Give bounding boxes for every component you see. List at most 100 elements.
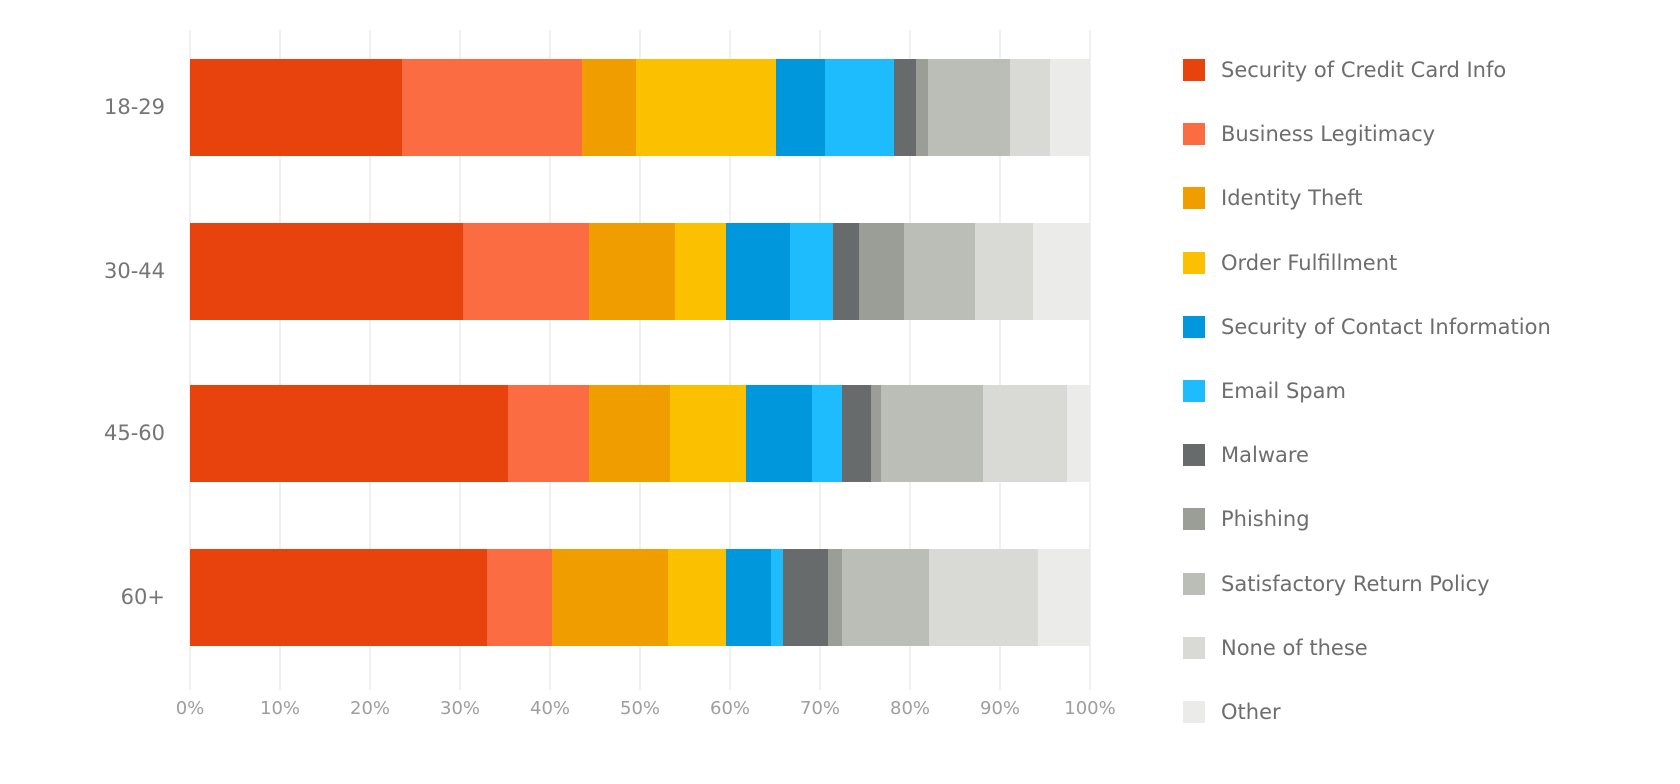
gridline [189, 30, 191, 690]
legend-label: Business Legitimacy [1221, 122, 1436, 147]
x-tick-label: 70% [799, 698, 841, 719]
bar-segment[interactable] [462, 223, 589, 320]
bar-segment[interactable] [675, 223, 727, 320]
bar-segment[interactable] [842, 385, 872, 482]
bar-segment[interactable] [790, 223, 833, 320]
legend-label: Satisfactory Return Policy [1221, 571, 1490, 596]
bar-segment[interactable] [726, 223, 791, 320]
bar-segment[interactable] [190, 223, 463, 320]
category-label: 45-60 [103, 421, 165, 445]
bar-segment[interactable] [1050, 59, 1090, 156]
bar-row-30-44 [190, 223, 1090, 320]
gridline [459, 30, 461, 690]
legend-item-security-of-credit-card-info[interactable]: Security of Credit Card Info [1183, 38, 1551, 102]
legend-label: None of these [1221, 635, 1368, 660]
legend-label: Email Spam [1221, 379, 1346, 404]
x-tick-label: 40% [529, 698, 571, 719]
bar-segment[interactable] [903, 223, 975, 320]
legend-item-security-of-contact-information[interactable]: Security of Contact Information [1183, 295, 1551, 359]
bar-segment[interactable] [974, 223, 1034, 320]
bar-segment[interactable] [401, 59, 582, 156]
x-tick-label: 50% [619, 698, 661, 719]
bar-segment[interactable] [667, 549, 727, 646]
bar-segment[interactable] [1037, 549, 1090, 646]
bar-segment[interactable] [928, 549, 1038, 646]
bar-segment[interactable] [771, 549, 784, 646]
legend-swatch-icon [1183, 251, 1205, 274]
legend-item-business-legitimacy[interactable]: Business Legitimacy [1183, 102, 1551, 166]
bar-segment[interactable] [828, 549, 843, 646]
legend-swatch-icon [1183, 315, 1205, 338]
bar-segment[interactable] [726, 549, 772, 646]
category-label: 60+ [120, 585, 165, 609]
legend-label: Order Fulfillment [1221, 250, 1398, 275]
x-tick-label: 60% [709, 698, 751, 719]
legend-label: Phishing [1221, 507, 1310, 532]
bar-row-45-60 [190, 385, 1090, 482]
bar-segment[interactable] [832, 223, 859, 320]
bar-segment[interactable] [635, 59, 776, 156]
bar-segment[interactable] [811, 385, 843, 482]
legend-label: Security of Contact Information [1221, 314, 1551, 339]
gridline [729, 30, 731, 690]
bar-segment[interactable] [842, 549, 929, 646]
bar-segment[interactable] [881, 385, 983, 482]
legend-item-identity-theft[interactable]: Identity Theft [1183, 166, 1551, 230]
gridline [999, 30, 1001, 690]
legend-item-satisfactory-return-policy[interactable]: Satisfactory Return Policy [1183, 552, 1551, 616]
legend-item-none-of-these[interactable]: None of these [1183, 616, 1551, 680]
bar-segment[interactable] [588, 223, 676, 320]
bar-segment[interactable] [551, 549, 668, 646]
bar-segment[interactable] [507, 385, 589, 482]
gridline [279, 30, 281, 690]
legend-swatch-icon [1183, 187, 1205, 210]
bar-segment[interactable] [487, 549, 552, 646]
legend-swatch-icon [1183, 444, 1205, 467]
legend-item-email-spam[interactable]: Email Spam [1183, 359, 1551, 423]
bar-segment[interactable] [190, 59, 402, 156]
bar-segment[interactable] [746, 385, 812, 482]
bar-segment[interactable] [916, 59, 928, 156]
bar-segment[interactable] [1067, 385, 1090, 482]
legend-swatch-icon [1183, 508, 1205, 531]
legend-item-phishing[interactable]: Phishing [1183, 487, 1551, 551]
gridline [1089, 30, 1091, 690]
bar-segment[interactable] [783, 549, 829, 646]
legend-item-malware[interactable]: Malware [1183, 423, 1551, 487]
gridline [369, 30, 371, 690]
legend-item-order-fulfillment[interactable]: Order Fulfillment [1183, 231, 1551, 295]
x-tick-label: 90% [979, 698, 1021, 719]
x-tick-label: 100% [1064, 698, 1116, 719]
legend-swatch-icon [1183, 123, 1205, 146]
legend-label: Malware [1221, 443, 1309, 468]
bar-segment[interactable] [775, 59, 826, 156]
bar-segment[interactable] [190, 549, 487, 646]
legend-swatch-icon [1183, 636, 1205, 659]
gridline [639, 30, 641, 690]
legend-swatch-icon [1183, 572, 1205, 595]
bar-segment[interactable] [927, 59, 1010, 156]
bar-segment[interactable] [190, 385, 508, 482]
legend-label: Identity Theft [1221, 186, 1363, 211]
legend-item-other[interactable]: Other [1183, 680, 1551, 744]
bar-segment[interactable] [1033, 223, 1090, 320]
category-label: 30-44 [103, 259, 165, 283]
bar-segment[interactable] [669, 385, 747, 482]
x-tick-label: 20% [349, 698, 391, 719]
bar-segment[interactable] [871, 385, 882, 482]
gridline [909, 30, 911, 690]
gridline [819, 30, 821, 690]
x-tick-label: 0% [175, 698, 205, 719]
legend-label: Security of Credit Card Info [1221, 58, 1507, 83]
x-tick-label: 80% [889, 698, 931, 719]
bar-segment[interactable] [982, 385, 1068, 482]
bar-segment[interactable] [1009, 59, 1051, 156]
bar-segment[interactable] [825, 59, 894, 156]
bar-segment[interactable] [893, 59, 917, 156]
plot-area [189, 30, 1091, 690]
bar-segment[interactable] [858, 223, 904, 320]
bar-segment[interactable] [581, 59, 636, 156]
legend-swatch-icon [1183, 59, 1205, 82]
bar-segment[interactable] [588, 385, 670, 482]
